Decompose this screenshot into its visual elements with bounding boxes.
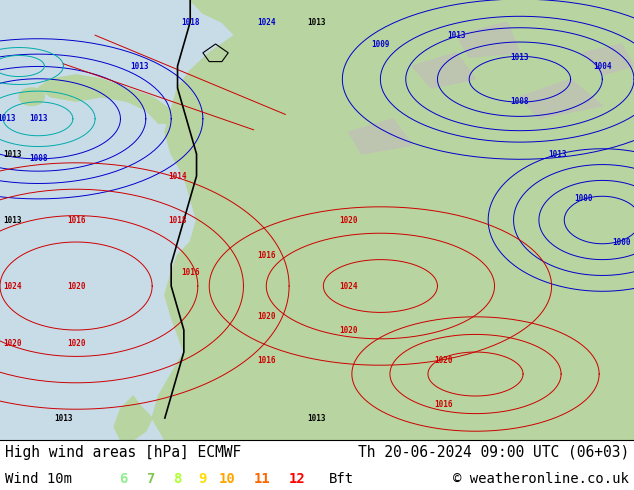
Text: 1014: 1014 bbox=[168, 172, 187, 180]
Polygon shape bbox=[412, 53, 476, 88]
Text: 1009: 1009 bbox=[371, 40, 390, 49]
Text: 1016: 1016 bbox=[257, 251, 276, 260]
Text: 1016: 1016 bbox=[257, 356, 276, 366]
Text: 1008: 1008 bbox=[29, 154, 48, 163]
Polygon shape bbox=[456, 22, 520, 57]
Text: 1000: 1000 bbox=[612, 238, 631, 246]
Text: 1013: 1013 bbox=[29, 114, 48, 123]
Text: 1018: 1018 bbox=[168, 216, 187, 224]
Text: 1013: 1013 bbox=[3, 216, 22, 224]
Polygon shape bbox=[583, 44, 634, 75]
Text: 12: 12 bbox=[289, 471, 306, 486]
Text: 1004: 1004 bbox=[593, 62, 612, 71]
Text: 1024: 1024 bbox=[257, 18, 276, 26]
Text: 1020: 1020 bbox=[339, 325, 358, 335]
Text: 6: 6 bbox=[119, 471, 128, 486]
Text: 1013: 1013 bbox=[510, 53, 529, 62]
Text: 1018: 1018 bbox=[181, 18, 200, 26]
Text: 1013: 1013 bbox=[307, 414, 327, 422]
Text: 1013: 1013 bbox=[447, 31, 466, 40]
Text: 8: 8 bbox=[172, 471, 181, 486]
Circle shape bbox=[19, 88, 44, 106]
Text: 1013: 1013 bbox=[0, 114, 16, 123]
Text: 1016: 1016 bbox=[181, 269, 200, 277]
Polygon shape bbox=[38, 75, 171, 123]
Text: 1020: 1020 bbox=[67, 282, 86, 291]
Text: Bft: Bft bbox=[329, 471, 354, 486]
Text: 1024: 1024 bbox=[3, 282, 22, 291]
Text: 1020: 1020 bbox=[3, 339, 22, 348]
Text: 1013: 1013 bbox=[54, 414, 73, 422]
Text: 10: 10 bbox=[219, 471, 236, 486]
Text: 7: 7 bbox=[146, 471, 155, 486]
Polygon shape bbox=[520, 79, 602, 119]
Text: 1020: 1020 bbox=[67, 339, 86, 348]
Text: 1020: 1020 bbox=[257, 312, 276, 321]
Text: 1008: 1008 bbox=[510, 97, 529, 106]
Polygon shape bbox=[152, 0, 634, 440]
Text: 1024: 1024 bbox=[339, 282, 358, 291]
Polygon shape bbox=[349, 119, 412, 154]
Text: © weatheronline.co.uk: © weatheronline.co.uk bbox=[453, 471, 629, 486]
Text: Wind 10m: Wind 10m bbox=[5, 471, 72, 486]
Text: 1000: 1000 bbox=[574, 194, 593, 202]
Text: 1016: 1016 bbox=[67, 216, 86, 224]
Text: 11: 11 bbox=[254, 471, 271, 486]
Text: 1013: 1013 bbox=[130, 62, 149, 71]
Text: 1013: 1013 bbox=[548, 149, 567, 158]
Polygon shape bbox=[114, 396, 152, 440]
Text: 1013: 1013 bbox=[307, 18, 327, 26]
Text: 1013: 1013 bbox=[3, 149, 22, 158]
Text: 1020: 1020 bbox=[339, 216, 358, 224]
Text: 9: 9 bbox=[198, 471, 207, 486]
Text: High wind areas [hPa] ECMWF: High wind areas [hPa] ECMWF bbox=[5, 444, 242, 460]
Text: Th 20-06-2024 09:00 UTC (06+03): Th 20-06-2024 09:00 UTC (06+03) bbox=[358, 444, 629, 460]
Text: 1016: 1016 bbox=[434, 400, 453, 409]
Text: 1020: 1020 bbox=[434, 356, 453, 366]
